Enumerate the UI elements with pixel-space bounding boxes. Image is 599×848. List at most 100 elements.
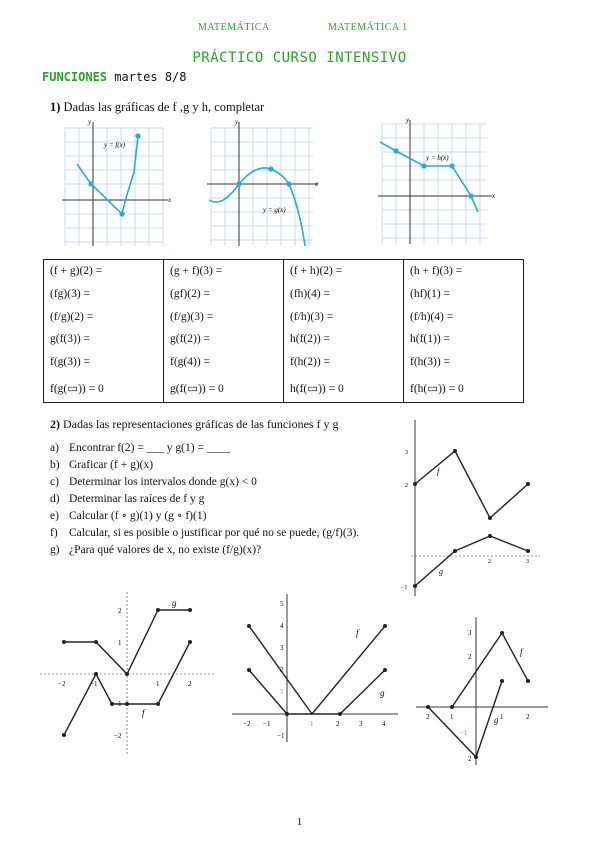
table-cell: f(h(▭)) = 0	[403, 373, 524, 403]
table-cell: (f/g)(2) =	[50, 310, 94, 323]
item-letter: d)	[50, 493, 60, 505]
plot-4-tick: 2	[426, 713, 430, 721]
graph-g-x-label: x	[314, 180, 319, 188]
list-item: d) Determinar las raíces de f y g	[50, 491, 359, 508]
plot-4-tick: 1	[500, 713, 504, 721]
table-cell: h(f(2)) =	[283, 328, 404, 351]
graph-g-y-label: y	[234, 118, 239, 126]
plot-1-tick: 3	[405, 450, 408, 456]
table-row: (f + g)(2) = (g + f)(3) = (f + h)(2) = (h +…	[44, 259, 524, 283]
table-cell: f(g(3)) =	[50, 356, 91, 369]
list-item: c) Determinar los intervalos donde g(x) <…	[50, 474, 359, 491]
plot-3-g-label: g	[380, 688, 385, 698]
question-2-number: 2)	[50, 417, 60, 431]
question-2-items: a) Encontrar f(2) = ___ y g(1) = ____ b) G…	[50, 440, 359, 559]
plot-1-tick: 2	[488, 559, 491, 565]
list-item: g) ¿Para qué valores de x, no existe (f/g…	[50, 542, 359, 559]
table-cell: (hf)(1) =	[403, 282, 524, 306]
plot-2-tick: 2	[118, 607, 122, 615]
plot-3: f g 5 4 3 2 1 −1 −2 −1 1 2 3 4	[232, 594, 398, 742]
plot-2-tick: −1	[90, 680, 98, 688]
subtitle: FUNCIONES martes 8/8	[42, 70, 187, 84]
list-item: f) Calcular, si es posible o justificar p…	[50, 525, 359, 542]
graph-f-label: y = f(x)	[103, 141, 126, 149]
plot-4-f-label: f	[520, 647, 524, 657]
plot-2: g f 2 1 −1 −2 −2 −1 1 2	[40, 592, 216, 755]
item-text: Determinar las raíces de f y g	[69, 493, 205, 505]
plot-1-g-label: g	[439, 567, 443, 576]
plot-1-f-label: f	[437, 467, 441, 476]
table-cell: f(h(2)) =	[283, 350, 404, 374]
date-label: martes 8/8	[107, 70, 187, 84]
plot-2-f-label: f	[142, 708, 146, 718]
table-cell: (fg)(3) =	[50, 288, 91, 301]
graph-h-label: y = h(x)	[425, 154, 449, 162]
plot-4-tick: 3	[468, 629, 472, 637]
plot-3-f-label: f	[356, 628, 360, 638]
graph-f-y-label: y	[87, 118, 92, 126]
list-item: a) Encontrar f(2) = ___ y g(1) = ____	[50, 440, 359, 457]
plot-4-tick: 1	[450, 713, 454, 721]
header-right: MATEMÁTICA 1	[328, 22, 408, 33]
graph-f: y = f(x) y x	[62, 118, 172, 246]
question-2: 2) Dadas las representaciones gráficas d…	[50, 417, 339, 432]
item-text: Graficar (f + g)(x)	[69, 459, 154, 471]
question-1: 1) Dadas las gráficas de f ,g y h, compl…	[50, 100, 264, 115]
table-cell: f(g(4)) =	[163, 350, 284, 374]
exercise-table: (f + g)(2) = (g + f)(3) = (f + h)(2) = (h +…	[43, 259, 524, 404]
plot-1-tick: 3	[526, 559, 529, 565]
plot-3-tick: 3	[280, 644, 284, 652]
topic-label: FUNCIONES	[42, 70, 108, 84]
table-cell: (fh)(4) =	[283, 282, 404, 306]
plot-4-g-label: g	[494, 715, 499, 725]
plot-4-tick: −1	[460, 729, 468, 737]
item-letter: f)	[50, 527, 58, 539]
plot-1-tick: 2	[405, 483, 408, 489]
table-cell: f(g(▭)) = 0	[50, 382, 104, 395]
graph-h: y = h(x) y x	[378, 118, 496, 244]
question-1-number: 1)	[50, 100, 61, 114]
table-cell: g(f(2)) =	[163, 328, 284, 351]
table-row: (f/g)(2) = (f/g)(3) = (f/h)(3) = (f/h)(4) =	[44, 305, 524, 329]
question-1-text: Dadas las gráficas de f ,g y h, completa…	[60, 100, 265, 114]
plot-1: f g 3 2 −1 2 3	[401, 420, 540, 596]
item-letter: a)	[50, 442, 59, 454]
table-cell: f(h(3)) =	[403, 350, 524, 374]
plot-3-tick: 5	[280, 600, 284, 608]
table-cell: (f + g)(2) =	[50, 265, 103, 278]
graph-h-y-label: y	[405, 118, 410, 124]
table-cell: (g + f)(3) =	[163, 259, 284, 283]
item-letter: c)	[50, 476, 59, 488]
plot-4-tick: 2	[468, 755, 472, 763]
plot-3-tick: 2	[336, 720, 340, 728]
plot-2-tick: 2	[188, 680, 192, 688]
plot-2-tick: −1	[114, 700, 122, 708]
plot-2-tick: −2	[114, 732, 122, 740]
item-text: ¿Para qué valores de x, no existe (f/g)(…	[69, 544, 262, 556]
plot-3-tick: 2	[280, 666, 284, 674]
table-cell: (h + f)(3) =	[403, 259, 524, 283]
plot-4-tick: 2	[526, 713, 530, 721]
item-text: Calcular (f ∘ g)(1) y (g ∘ f)(1)	[69, 510, 207, 522]
plot-3-tick: −1	[263, 720, 271, 728]
graph-f-x-label: x	[167, 196, 172, 204]
plot-4: f g 3 2 −1 2 2 1 1 2	[416, 617, 548, 765]
table-cell: (f + h)(2) =	[283, 259, 404, 283]
plot-2-tick: 1	[156, 680, 160, 688]
plot-3-tick: 3	[359, 720, 363, 728]
table-cell: (f/h)(3) =	[283, 305, 404, 329]
table-cell: h(f(1)) =	[403, 328, 524, 351]
table-cell: (gf)(2) =	[163, 282, 284, 306]
plot-1-tick: −1	[401, 585, 407, 591]
list-item: b) Graficar (f + g)(x)	[50, 457, 359, 474]
item-letter: b)	[50, 459, 60, 471]
plot-3-tick: 1	[310, 720, 314, 728]
table-cell: (f/h)(4) =	[403, 305, 524, 329]
page-title: PRÁCTICO CURSO INTENSIVO	[192, 50, 407, 66]
item-text: Calcular, si es posible o justificar por…	[69, 527, 360, 539]
table-cell: g(f(▭)) = 0	[163, 373, 284, 403]
item-text: Determinar los intervalos donde g(x) < 0	[69, 476, 257, 488]
table-cell: (f/g)(3) =	[163, 305, 284, 329]
plot-2-tick: 1	[118, 639, 122, 647]
table-row: g(f(3)) = g(f(2)) = h(f(2)) = h(f(1)) =	[44, 328, 524, 351]
